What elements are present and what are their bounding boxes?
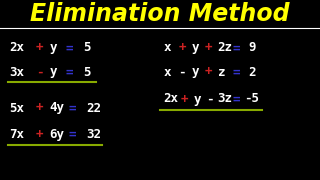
Text: 5x: 5x (10, 102, 25, 114)
Text: +: + (35, 41, 43, 54)
Text: 7x: 7x (10, 128, 25, 141)
Text: 5: 5 (83, 41, 91, 54)
Text: Elimination Method: Elimination Method (30, 2, 290, 26)
Text: =: = (232, 93, 240, 105)
Text: =: = (232, 66, 240, 78)
Text: 22: 22 (86, 102, 101, 114)
Text: y: y (192, 66, 199, 78)
Text: +: + (35, 128, 43, 141)
Text: 9: 9 (248, 41, 255, 54)
Text: +: + (205, 66, 212, 78)
Text: 6y: 6y (50, 128, 65, 141)
Text: 3z: 3z (217, 93, 232, 105)
Text: =: = (66, 41, 73, 54)
Text: 3x: 3x (10, 66, 25, 78)
Text: +: + (181, 93, 188, 105)
Text: 2: 2 (248, 66, 255, 78)
Text: -5: -5 (244, 93, 259, 105)
Text: 2z: 2z (217, 41, 232, 54)
Text: x: x (163, 66, 171, 78)
Text: y: y (194, 93, 201, 105)
Text: =: = (69, 128, 76, 141)
Text: 4y: 4y (50, 102, 65, 114)
Text: x: x (163, 41, 171, 54)
Text: +: + (205, 41, 212, 54)
Text: =: = (232, 41, 240, 54)
Text: 5: 5 (83, 66, 91, 78)
Text: y: y (50, 41, 57, 54)
Text: y: y (192, 41, 199, 54)
Text: 2x: 2x (163, 93, 178, 105)
Text: =: = (66, 66, 73, 78)
Text: -: - (206, 93, 214, 105)
Text: 32: 32 (86, 128, 101, 141)
Text: =: = (69, 102, 76, 114)
Text: 2x: 2x (10, 41, 25, 54)
Text: +: + (179, 41, 186, 54)
Text: y: y (50, 66, 57, 78)
Text: -: - (36, 66, 43, 78)
Text: z: z (218, 66, 226, 78)
Text: +: + (35, 102, 43, 114)
Text: -: - (178, 66, 185, 78)
